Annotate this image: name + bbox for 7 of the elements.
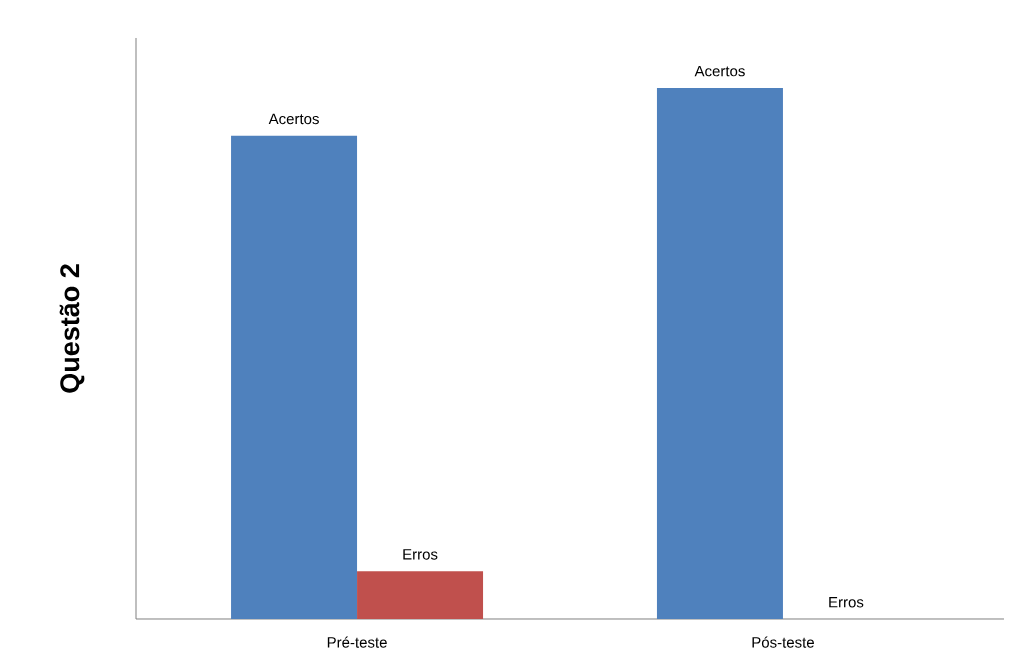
text: Erros — [829, 596, 864, 608]
x-tick-label: Pré-teste — [327, 636, 387, 648]
series-label: Acertos — [694, 65, 745, 77]
x-tick-label: Pós-teste — [752, 636, 814, 648]
y-axis-title: Questão 2 — [59, 264, 85, 393]
series-label: Erros — [403, 549, 438, 560]
text: Acertos — [268, 113, 319, 125]
